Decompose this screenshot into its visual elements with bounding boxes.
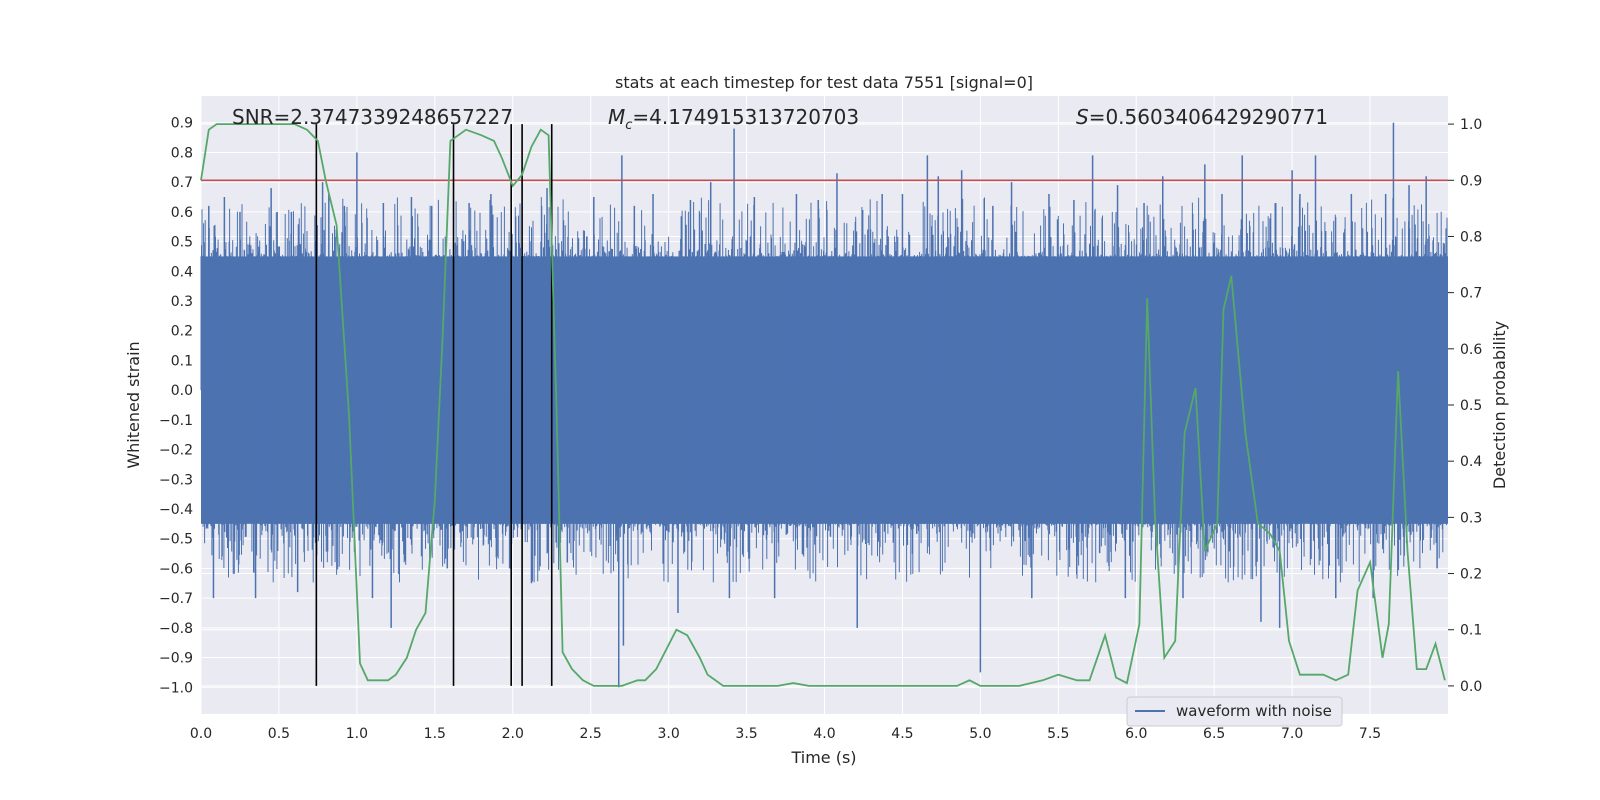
y-left-tick-label: −0.1 (159, 413, 193, 429)
y-left-tick-label: −0.7 (159, 591, 193, 607)
y-right-axis-ticks: 0.0 0.1 0.2 0.3 0.4 0.5 0.6 0.7 0.8 0.9 1.0 (1448, 117, 1482, 695)
x-tick-label: 2.0 (502, 726, 524, 742)
y-left-tick-label: 0.1 (171, 353, 193, 369)
y-right-axis-label: Detection probability (1490, 321, 1509, 489)
x-tick-label: 5.5 (1047, 726, 1069, 742)
legend: waveform with noise (1126, 696, 1343, 727)
x-tick-label: 3.5 (735, 726, 757, 742)
y-left-tick-label: 0.7 (171, 175, 193, 191)
y-left-tick-label: −0.2 (159, 443, 193, 459)
y-left-tick-label: −0.5 (159, 532, 193, 548)
y-left-tick-label: −0.9 (159, 651, 193, 667)
mc-annotation: Mc=4.174915313720703 (608, 105, 859, 133)
y-left-tick-label: 0.8 (171, 145, 193, 161)
x-tick-label: 0.0 (190, 726, 212, 742)
y-left-tick-label: 0.9 (171, 116, 193, 132)
y-left-tick-label: 0.5 (171, 235, 193, 251)
x-tick-label: 2.5 (580, 726, 602, 742)
y-right-tick-label: 0.0 (1460, 679, 1482, 695)
y-left-tick-label: −0.3 (159, 472, 193, 488)
x-tick-label: 7.0 (1281, 726, 1303, 742)
x-tick-label: 4.0 (813, 726, 835, 742)
x-tick-label: 1.5 (424, 726, 446, 742)
x-tick-label: 6.5 (1203, 726, 1225, 742)
x-axis-ticks: 0.0 0.5 1.0 1.5 2.0 2.5 3.0 3.5 4.0 4.5 5.0 5.5 6.0 6… (190, 726, 1381, 742)
legend-box (1126, 696, 1343, 727)
s-symbol: S (1076, 105, 1089, 129)
y-left-tick-label: 0.3 (171, 294, 193, 310)
x-tick-label: 7.5 (1359, 726, 1381, 742)
probability-line (200, 123, 1446, 687)
y-left-axis-label: Whitened strain (124, 341, 143, 468)
mc-symbol: M (608, 105, 625, 129)
y-left-tick-label: −0.6 (159, 561, 193, 577)
y-right-tick-label: 0.5 (1460, 398, 1482, 414)
y-left-tick-label: −0.4 (159, 502, 193, 518)
mc-subscript: c (625, 118, 632, 133)
y-left-tick-label: 0.4 (171, 264, 193, 280)
y-left-tick-label: −0.8 (159, 621, 193, 637)
y-left-axis-ticks: −1.0 −0.9 −0.8 −0.7 −0.6 −0.5 −0.4 −0.3 −0.2 −0.1… (159, 116, 193, 697)
waveform-noise (200, 197, 1448, 583)
legend-label: waveform with noise (1176, 702, 1332, 720)
x-tick-label: 4.5 (891, 726, 913, 742)
probability-series (200, 123, 1446, 687)
y-left-tick-label: 0.0 (171, 383, 193, 399)
mc-value: =4.174915313720703 (632, 105, 859, 129)
y-right-tick-label: 0.4 (1460, 454, 1482, 470)
x-tick-label: 6.0 (1125, 726, 1147, 742)
x-tick-label: 5.0 (969, 726, 991, 742)
y-left-tick-label: 0.6 (171, 205, 193, 221)
waveform-series (200, 122, 1448, 688)
y-right-tick-label: 0.9 (1460, 173, 1482, 189)
y-right-tick-label: 0.8 (1460, 229, 1482, 245)
y-left-tick-label: 0.2 (171, 324, 193, 340)
x-axis-label: Time (s) (790, 748, 856, 767)
snr-annotation: SNR=2.3747339248657227 (232, 105, 513, 129)
y-right-tick-label: 0.2 (1460, 567, 1482, 583)
y-left-tick-label: −1.0 (159, 680, 193, 696)
x-tick-label: 0.5 (268, 726, 290, 742)
s-value: =0.5603406429290771 (1089, 105, 1328, 129)
s-annotation: S=0.5603406429290771 (1076, 105, 1328, 129)
x-tick-label: 1.0 (346, 726, 368, 742)
y-right-tick-label: 0.6 (1460, 342, 1482, 358)
y-right-tick-label: 0.3 (1460, 510, 1482, 526)
x-tick-label: 3.0 (657, 726, 679, 742)
event-lines (315, 124, 553, 686)
y-right-tick-label: 0.1 (1460, 623, 1482, 639)
chart-title: stats at each timestep for test data 755… (615, 73, 1033, 92)
y-right-tick-label: 1.0 (1460, 117, 1482, 133)
y-right-tick-label: 0.7 (1460, 286, 1482, 302)
